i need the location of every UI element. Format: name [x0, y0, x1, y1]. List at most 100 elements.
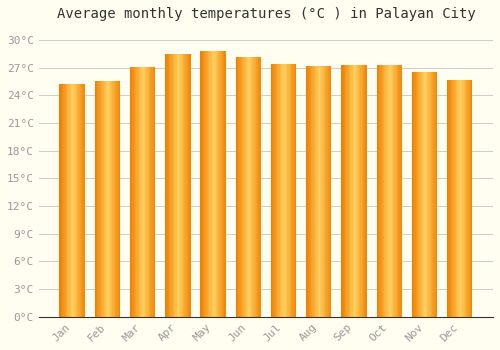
Bar [412, 72, 413, 317]
Bar [319, 66, 320, 317]
Bar [216, 51, 217, 317]
Bar [252, 57, 254, 317]
Bar [168, 54, 169, 317]
Bar [97, 81, 98, 317]
Bar [112, 81, 114, 317]
Bar [139, 67, 140, 317]
Bar [362, 65, 363, 317]
Bar [242, 57, 243, 317]
Bar [244, 57, 246, 317]
Bar [135, 67, 136, 317]
Bar [149, 67, 150, 317]
Bar [66, 84, 67, 317]
Bar [132, 67, 134, 317]
Bar [461, 80, 462, 317]
Bar [322, 66, 324, 317]
Bar [64, 84, 66, 317]
Bar [348, 65, 349, 317]
Bar [428, 72, 430, 317]
Bar [393, 65, 394, 317]
Bar [71, 84, 72, 317]
Bar [76, 84, 77, 317]
Bar [447, 80, 448, 317]
Bar [78, 84, 80, 317]
Bar [111, 81, 112, 317]
Bar [169, 54, 170, 317]
Bar [248, 57, 250, 317]
Bar [238, 57, 240, 317]
Bar [134, 67, 135, 317]
Bar [118, 81, 119, 317]
Bar [186, 54, 188, 317]
Bar [359, 65, 360, 317]
Bar [386, 65, 388, 317]
Bar [454, 80, 456, 317]
Bar [82, 84, 84, 317]
Bar [326, 66, 328, 317]
Bar [202, 51, 203, 317]
Bar [318, 66, 319, 317]
Bar [426, 72, 427, 317]
Bar [414, 72, 416, 317]
Bar [451, 80, 452, 317]
Bar [110, 81, 111, 317]
Bar [208, 51, 210, 317]
Bar [145, 67, 146, 317]
Bar [471, 80, 472, 317]
Bar [250, 57, 251, 317]
Bar [382, 65, 383, 317]
Bar [424, 72, 426, 317]
Bar [254, 57, 256, 317]
Bar [67, 84, 68, 317]
Bar [154, 67, 156, 317]
Bar [179, 54, 180, 317]
Bar [237, 57, 238, 317]
Bar [363, 65, 364, 317]
Bar [316, 66, 318, 317]
Bar [80, 84, 81, 317]
Bar [349, 65, 350, 317]
Bar [104, 81, 105, 317]
Bar [165, 54, 166, 317]
Bar [204, 51, 206, 317]
Bar [256, 57, 257, 317]
Bar [108, 81, 110, 317]
Bar [290, 64, 291, 317]
Bar [392, 65, 393, 317]
Bar [291, 64, 292, 317]
Bar [150, 67, 152, 317]
Bar [272, 64, 274, 317]
Bar [274, 64, 276, 317]
Bar [284, 64, 285, 317]
Bar [432, 72, 434, 317]
Bar [376, 65, 378, 317]
Bar [434, 72, 436, 317]
Bar [416, 72, 417, 317]
Bar [420, 72, 422, 317]
Bar [292, 64, 294, 317]
Bar [60, 84, 62, 317]
Bar [330, 66, 332, 317]
Bar [452, 80, 454, 317]
Bar [458, 80, 460, 317]
Bar [174, 54, 176, 317]
Bar [468, 80, 470, 317]
Bar [213, 51, 214, 317]
Bar [396, 65, 397, 317]
Bar [345, 65, 346, 317]
Bar [224, 51, 226, 317]
Bar [178, 54, 179, 317]
Bar [98, 81, 100, 317]
Bar [173, 54, 174, 317]
Bar [352, 65, 354, 317]
Bar [465, 80, 466, 317]
Bar [182, 54, 183, 317]
Bar [306, 66, 308, 317]
Bar [379, 65, 380, 317]
Bar [346, 65, 348, 317]
Bar [427, 72, 428, 317]
Bar [422, 72, 423, 317]
Bar [62, 84, 64, 317]
Bar [358, 65, 359, 317]
Bar [329, 66, 330, 317]
